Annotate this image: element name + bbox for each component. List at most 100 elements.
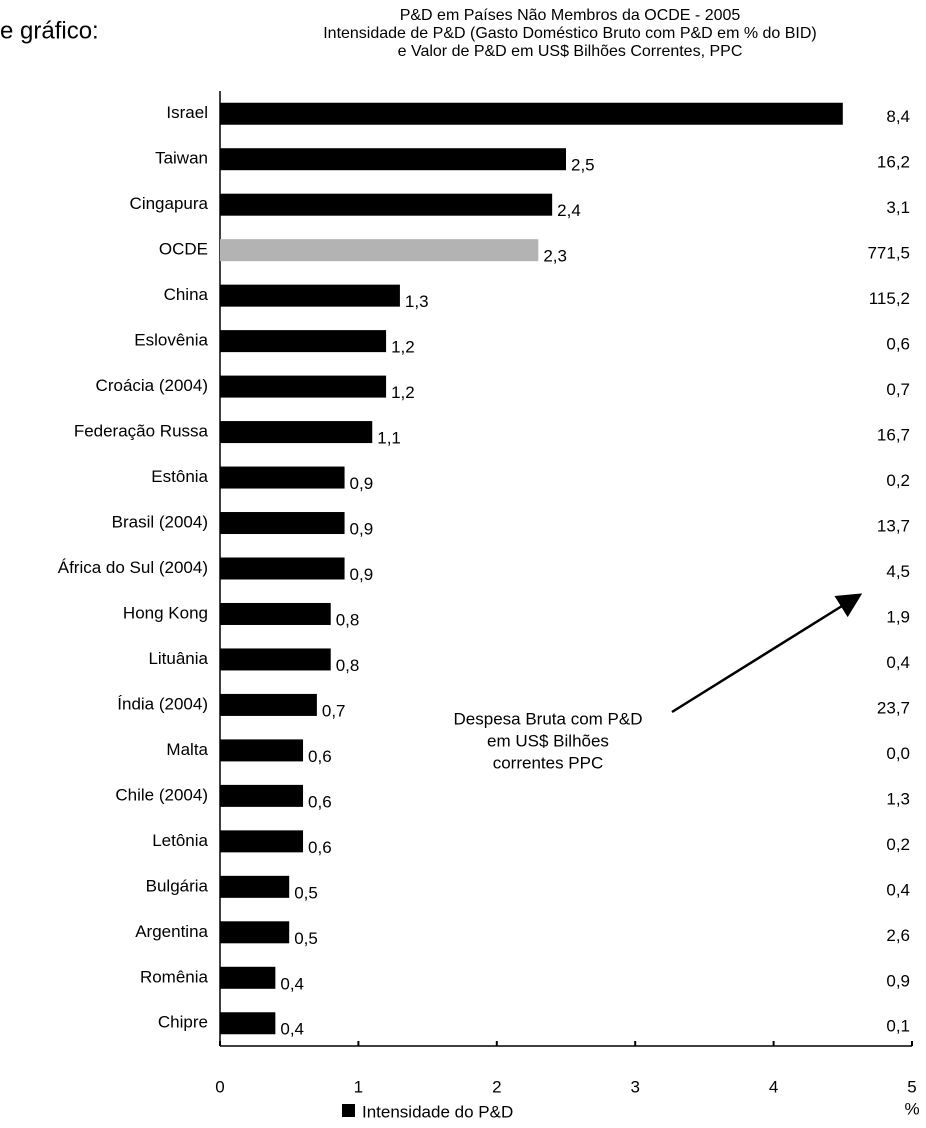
y-tick-label: Eslovênia: [134, 331, 208, 350]
chart-subtitle: Intensidade de P&D (Gasto Doméstico Brut…: [323, 25, 817, 42]
spending-label: 8,4: [886, 107, 910, 126]
x-tick-label: 3: [630, 1077, 639, 1096]
bar: [220, 557, 345, 580]
y-tick-label: Estônia: [151, 467, 208, 486]
spending-label: 0,4: [886, 880, 910, 899]
y-tick-label: Lituânia: [148, 649, 208, 668]
annotation-arrow: [671, 593, 863, 714]
spending-label: 13,7: [877, 517, 910, 536]
y-tick-label: Argentina: [135, 922, 208, 941]
x-tick-label: 0: [215, 1077, 224, 1096]
value-label: 0,9: [350, 565, 374, 584]
bar: [220, 375, 387, 398]
x-tick-label: 1: [354, 1077, 363, 1096]
bar: [220, 966, 276, 989]
x-tick-label: 2: [492, 1077, 501, 1096]
bar: [220, 830, 304, 853]
value-label: 0,9: [350, 520, 374, 539]
bar: [220, 421, 373, 444]
bar: [220, 648, 331, 671]
bar: [220, 875, 290, 898]
spending-label: 0,0: [886, 744, 910, 763]
value-label: 1,2: [391, 383, 415, 402]
spending-label: 0,9: [886, 971, 910, 990]
annotation: em US$ Bilhões: [487, 731, 609, 750]
value-label: 0,6: [308, 838, 332, 857]
value-label: 0,6: [308, 747, 332, 766]
bar: [220, 602, 331, 625]
spending-label: 23,7: [877, 698, 910, 717]
value-label: 0,8: [336, 656, 360, 675]
y-tick-label: Bulgária: [146, 876, 209, 895]
value-label: 1,2: [391, 338, 415, 357]
spending-label: 1,9: [886, 607, 910, 626]
spending-label: 16,2: [877, 153, 910, 172]
y-tick-label: Chipre: [158, 1013, 208, 1032]
spending-label: 771,5: [867, 244, 910, 263]
value-label: 2,3: [543, 247, 567, 266]
intro-text: e gráfico:: [0, 17, 99, 44]
y-tick-label: Croácia (2004): [96, 376, 208, 395]
value-label: 0,5: [294, 929, 318, 948]
chart-subtitle: e Valor de P&D em US$ Bilhões Correntes,…: [398, 43, 743, 60]
spending-label: 0,2: [886, 471, 910, 490]
value-label: 2,5: [571, 156, 595, 175]
bar: [220, 693, 317, 716]
bar: [220, 239, 539, 262]
value-label: 0,7: [322, 701, 346, 720]
bar: [220, 102, 843, 125]
x-tick-label: 5: [907, 1077, 916, 1096]
value-label: 0,9: [350, 474, 374, 493]
y-tick-label: Letônia: [152, 831, 208, 850]
y-tick-label: África do Sul (2004): [58, 558, 208, 577]
y-tick-label: China: [164, 285, 209, 304]
spending-label: 115,2: [869, 289, 910, 308]
value-label: 0,4: [280, 974, 304, 993]
value-label: 0,5: [294, 883, 318, 902]
spending-label: 0,1: [886, 1017, 910, 1036]
spending-label: 2,6: [886, 926, 910, 945]
spending-label: 4,5: [886, 562, 910, 581]
bar: [220, 512, 345, 535]
spending-label: 0,6: [886, 335, 910, 354]
spending-label: 3,1: [886, 198, 910, 217]
spending-label: 1,3: [886, 789, 910, 808]
value-label: 0,4: [280, 1020, 304, 1039]
x-tick-label: 4: [769, 1077, 778, 1096]
bar: [220, 739, 304, 762]
y-tick-label: Malta: [166, 740, 208, 759]
bar: [220, 148, 566, 171]
y-tick-label: Índia (2004): [117, 694, 208, 713]
y-tick-label: Taiwan: [155, 149, 208, 168]
bar: [220, 284, 400, 307]
annotation: Despesa Bruta com P&D: [454, 709, 643, 728]
bar: [220, 921, 290, 944]
annotation: correntes PPC: [493, 753, 604, 772]
bar: [220, 330, 387, 353]
value-label: 0,8: [336, 610, 360, 629]
value-label: 1,3: [405, 292, 429, 311]
spending-label: 0,2: [886, 835, 910, 854]
bar: [220, 784, 304, 807]
legend-swatch: [342, 1104, 355, 1117]
value-label: 2,4: [557, 201, 581, 220]
y-tick-label: Hong Kong: [123, 603, 208, 622]
y-tick-label: Federação Russa: [74, 422, 209, 441]
y-tick-label: Romênia: [140, 967, 209, 986]
x-axis-label: %: [904, 1099, 919, 1118]
y-tick-label: Brasil (2004): [112, 513, 208, 532]
spending-label: 0,4: [886, 653, 910, 672]
spending-label: 16,7: [877, 426, 910, 445]
value-label: 1,1: [377, 429, 401, 448]
y-tick-label: Cingapura: [130, 194, 209, 213]
y-tick-label: Chile (2004): [115, 785, 208, 804]
chart-title: P&D em Países Não Membros da OCDE - 2005: [400, 7, 741, 24]
spending-label: 0,7: [886, 380, 910, 399]
value-label: 0,6: [308, 792, 332, 811]
y-tick-label: Israel: [166, 103, 208, 122]
bar: [220, 466, 345, 489]
bar: [220, 193, 553, 216]
bar: [220, 1012, 276, 1035]
legend-label: Intensidade do P&D: [362, 1102, 513, 1121]
